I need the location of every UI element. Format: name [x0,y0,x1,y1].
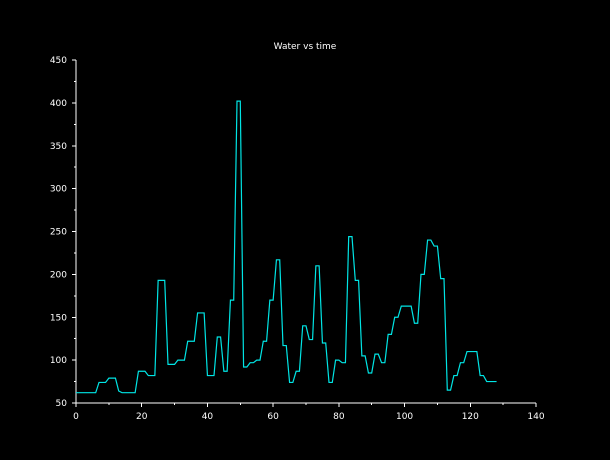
x-tick-label: 140 [527,412,544,422]
x-tick-label: 20 [136,412,148,422]
y-tick-label: 200 [50,270,67,280]
y-tick-label: 400 [50,99,67,109]
axes: 50 100 150 200 250 300 350 400 450 0 20 40 60 80 100 12… [50,56,545,422]
x-tick-label: 100 [396,412,413,422]
y-tick-label: 100 [50,356,67,366]
y-tick-label: 350 [50,142,67,152]
y-tick-label: 250 [50,228,67,238]
x-tick-label: 0 [73,412,79,422]
y-tick-label: 50 [56,399,68,409]
y-tick-label: 300 [50,185,67,195]
y-tick-label: 150 [50,313,67,323]
series-group [76,100,497,394]
x-tick-label: 120 [462,412,479,422]
y-tick-label: 450 [50,56,67,66]
x-tick-label: 60 [267,412,279,422]
x-tick-label: 40 [202,412,214,422]
chart-title: Water vs time [274,42,337,52]
series-line-1 [76,100,497,394]
x-tick-label: 80 [333,412,345,422]
